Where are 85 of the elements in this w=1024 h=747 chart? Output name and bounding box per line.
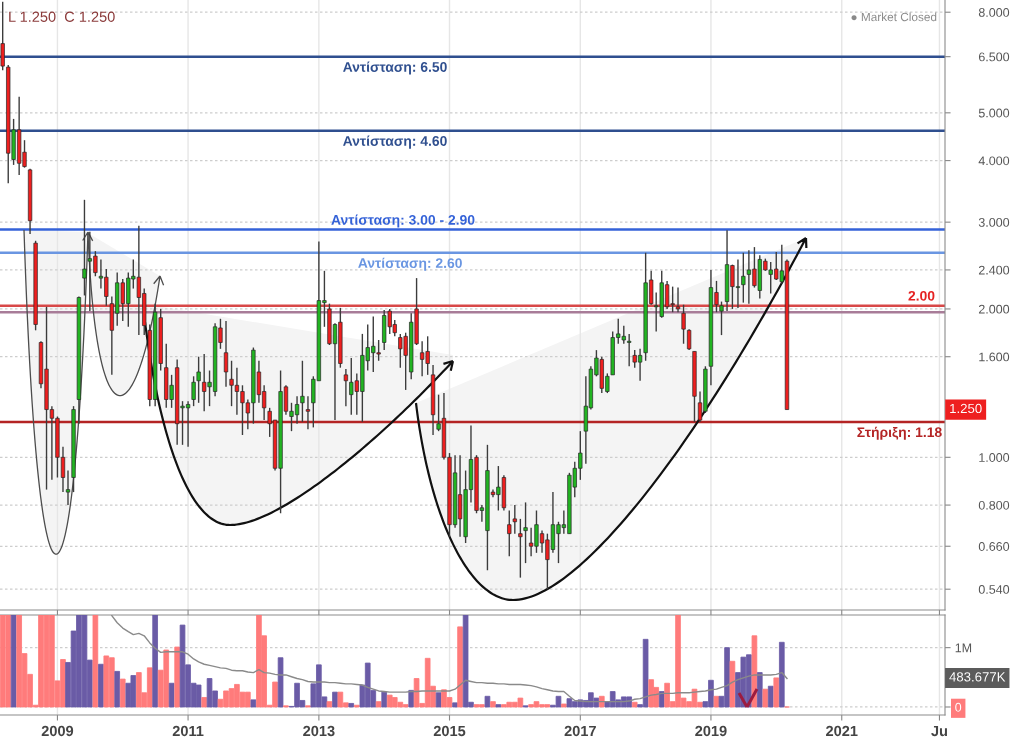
candlestick — [507, 509, 512, 557]
bar — [713, 695, 720, 708]
bar — [201, 697, 207, 708]
bar — [779, 641, 785, 708]
candlestick — [512, 504, 517, 535]
y-tick-label: 6.500 — [978, 52, 1010, 62]
annotation: ● Market Closed — [851, 12, 937, 22]
x-tick-label: Ju — [931, 725, 947, 737]
bar — [408, 689, 415, 708]
candlestick — [305, 395, 311, 430]
candlestick — [300, 360, 305, 423]
bar — [484, 695, 491, 708]
bar — [195, 684, 202, 708]
x-tick-label: 2019 — [695, 725, 727, 737]
bar — [375, 701, 382, 708]
candlestick — [518, 518, 523, 579]
y-tick-label: 0.800 — [978, 500, 1010, 510]
ref-line-label: Αντίσταση: 4.60 — [343, 135, 447, 149]
bar — [119, 678, 126, 708]
candlestick — [65, 469, 71, 506]
y-tick-label: 0.540 — [978, 585, 1010, 594]
candlestick — [191, 375, 196, 407]
bar — [98, 663, 104, 708]
bar — [332, 691, 338, 708]
candlestick — [523, 501, 528, 564]
x-tick-label: 2009 — [41, 725, 74, 737]
annotation: 2.00 — [908, 290, 935, 301]
bar — [277, 657, 284, 708]
y-tick-label: 2.400 — [978, 265, 1010, 275]
candlestick — [343, 368, 349, 407]
bar — [631, 701, 638, 708]
x-tick-label: 2021 — [826, 725, 858, 737]
x-tick-label: 2013 — [303, 725, 335, 737]
annotation: Αντίσταση: 3.00 - 2.90 — [331, 214, 475, 228]
bar — [457, 626, 463, 708]
candlestick — [686, 328, 692, 351]
y-tick-label: 1.600 — [979, 352, 1010, 362]
ref-line-label: Αντίσταση: 2.60 — [358, 257, 462, 271]
bar — [762, 688, 769, 708]
bar — [152, 615, 158, 708]
y-tick-label: 2.000 — [978, 304, 1010, 314]
annotation: 1.250 — [950, 403, 982, 414]
annotation: L 1.250 C 1.250 — [9, 11, 115, 22]
candlestick — [82, 199, 87, 297]
text: 483.677K — [949, 672, 1006, 682]
bar — [174, 646, 180, 708]
bar — [598, 695, 605, 708]
bar — [561, 703, 567, 708]
candlestick — [681, 304, 686, 345]
x-tick-label: 2015 — [433, 725, 466, 737]
y-tick-label: 5.000 — [978, 108, 1010, 118]
bar — [168, 682, 175, 708]
bar — [452, 702, 458, 708]
y-tick-label: 1M — [955, 643, 972, 653]
bar — [381, 691, 387, 708]
bar — [326, 701, 333, 708]
bar — [473, 704, 480, 708]
bar — [773, 677, 780, 708]
candlestick — [627, 333, 632, 367]
y-tick-label: 3.000 — [978, 217, 1010, 227]
candlestick — [223, 320, 229, 388]
ref-line-label: Αντίσταση: 6.50 — [343, 61, 447, 75]
bar — [114, 670, 121, 708]
y-tick-label: 4.000 — [978, 156, 1010, 166]
bar — [490, 701, 496, 708]
candlestick — [719, 300, 724, 336]
x-tick-label: 2011 — [172, 725, 204, 737]
bar — [250, 699, 257, 708]
y-tick-label: 0.660 — [978, 542, 1010, 551]
bar — [566, 698, 573, 708]
y-tick-label: 8.000 — [978, 8, 1010, 17]
bar — [495, 704, 502, 708]
y-tick-label: 1.000 — [979, 453, 1010, 462]
candlestick — [196, 356, 201, 404]
bar — [435, 692, 442, 708]
bar — [10, 615, 17, 708]
x-tick-label: 2017 — [564, 725, 596, 737]
y-tick-label: 0 — [955, 702, 962, 712]
ref-line-label: Στήριξη: 1.18 — [857, 426, 942, 440]
bar — [767, 685, 774, 708]
bar — [92, 615, 99, 708]
candlestick — [675, 286, 681, 313]
bar — [729, 660, 736, 708]
bar — [348, 703, 355, 708]
candlestick — [741, 252, 746, 304]
